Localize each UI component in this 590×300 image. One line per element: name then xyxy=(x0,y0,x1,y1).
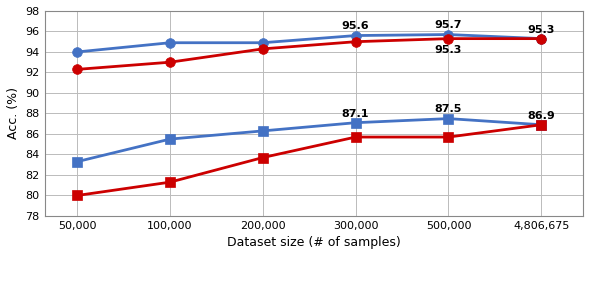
Text: 87.5: 87.5 xyxy=(435,104,462,115)
Text: 86.9: 86.9 xyxy=(527,111,555,121)
Text: 95.3: 95.3 xyxy=(435,45,462,55)
Text: 95.7: 95.7 xyxy=(435,20,462,30)
Y-axis label: Acc. (%): Acc. (%) xyxy=(7,88,20,140)
Text: 95.3: 95.3 xyxy=(527,25,555,34)
Text: 95.6: 95.6 xyxy=(342,22,369,32)
Text: 87.1: 87.1 xyxy=(342,109,369,118)
X-axis label: Dataset size (# of samples): Dataset size (# of samples) xyxy=(227,236,401,249)
